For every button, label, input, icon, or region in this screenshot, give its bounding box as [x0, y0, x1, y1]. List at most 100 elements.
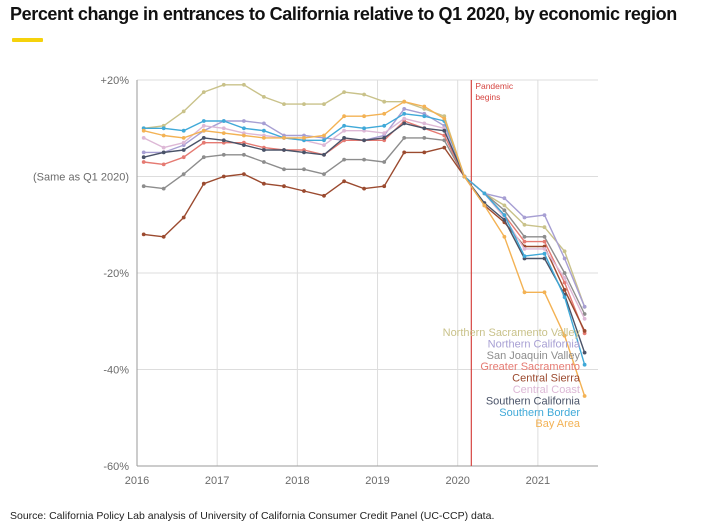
gridlines — [136, 79, 598, 466]
data-point — [502, 218, 507, 222]
data-point — [201, 181, 206, 186]
data-point — [141, 160, 146, 164]
data-point — [502, 234, 507, 239]
data-point — [542, 225, 547, 230]
data-point — [542, 256, 547, 261]
data-point — [382, 136, 387, 140]
y-tick-label: -20% — [103, 268, 129, 280]
data-point — [262, 121, 266, 126]
data-point — [322, 102, 326, 106]
data-point — [141, 128, 146, 133]
data-point — [422, 126, 427, 131]
data-point — [282, 102, 286, 106]
data-point — [502, 213, 507, 218]
axes — [136, 80, 598, 467]
data-point — [282, 148, 286, 152]
series-line — [143, 137, 586, 315]
data-point — [141, 155, 146, 160]
data-point — [402, 121, 407, 126]
data-point — [201, 128, 206, 133]
data-point — [402, 116, 407, 121]
data-point — [522, 254, 527, 258]
data-point — [482, 203, 487, 208]
data-point — [542, 251, 547, 256]
series-line — [143, 120, 586, 334]
data-point — [302, 189, 306, 193]
data-point — [582, 304, 587, 309]
data-point — [181, 128, 186, 133]
data-point — [402, 99, 407, 104]
data-point — [161, 186, 166, 191]
data-point — [262, 95, 266, 99]
data-point — [422, 150, 427, 155]
data-point — [362, 92, 366, 97]
data-point — [562, 280, 567, 285]
data-point — [242, 133, 246, 138]
data-point — [242, 152, 246, 157]
legend-entry: Central Coast — [513, 384, 580, 396]
data-point — [442, 116, 447, 121]
series-san-joaquin-valley — [141, 136, 587, 316]
source-note: Source: California Policy Lab analysis o… — [10, 510, 495, 522]
x-tick-label: 2018 — [285, 475, 309, 487]
data-point — [562, 333, 567, 338]
data-point — [161, 133, 166, 138]
data-point — [282, 167, 286, 172]
data-point — [502, 203, 507, 208]
data-point — [242, 172, 246, 177]
data-point — [221, 119, 226, 123]
data-point — [542, 234, 547, 239]
x-tick-label: 2017 — [205, 475, 229, 487]
data-point — [242, 126, 246, 131]
data-point — [302, 102, 306, 106]
data-point — [282, 136, 286, 140]
data-point — [402, 111, 407, 116]
data-point — [161, 234, 166, 239]
data-point — [221, 131, 226, 136]
data-point — [322, 138, 326, 143]
data-point — [522, 234, 527, 239]
pandemic-annotation-text: begins — [475, 92, 500, 102]
data-point — [302, 150, 306, 155]
data-point — [322, 133, 326, 138]
data-point — [302, 136, 306, 140]
legend-entry: Bay Area — [535, 418, 581, 430]
data-point — [242, 143, 246, 148]
data-point — [522, 222, 527, 227]
data-point — [322, 193, 326, 198]
data-point — [402, 150, 407, 155]
data-point — [542, 247, 547, 251]
data-point — [161, 150, 166, 155]
data-point — [382, 111, 387, 116]
data-point — [181, 109, 186, 114]
data-point — [582, 312, 587, 316]
title-accent-bar — [12, 38, 43, 42]
data-point — [402, 107, 407, 111]
data-point — [141, 232, 146, 237]
x-tick-label: 2020 — [445, 475, 469, 487]
data-point — [201, 155, 206, 160]
data-point — [342, 136, 346, 140]
legend-entry: Southern Border — [499, 407, 580, 419]
data-point — [221, 152, 226, 157]
legend-entry: Southern California — [486, 395, 581, 407]
series-lines — [141, 82, 587, 398]
series-central-coast — [141, 116, 587, 321]
data-point — [342, 179, 346, 184]
data-point — [201, 123, 206, 128]
data-point — [382, 160, 387, 164]
data-point — [562, 288, 567, 292]
data-point — [562, 256, 567, 261]
data-point — [221, 174, 226, 179]
series-greater-sacramento — [141, 119, 587, 336]
data-point — [342, 90, 346, 94]
data-point — [141, 136, 146, 140]
legend-entry: San Joaquin Valley — [487, 350, 581, 362]
data-point — [382, 123, 387, 128]
y-tick-label: +20% — [101, 75, 130, 87]
data-point — [322, 152, 326, 157]
data-point — [442, 145, 447, 150]
data-point — [562, 275, 567, 280]
